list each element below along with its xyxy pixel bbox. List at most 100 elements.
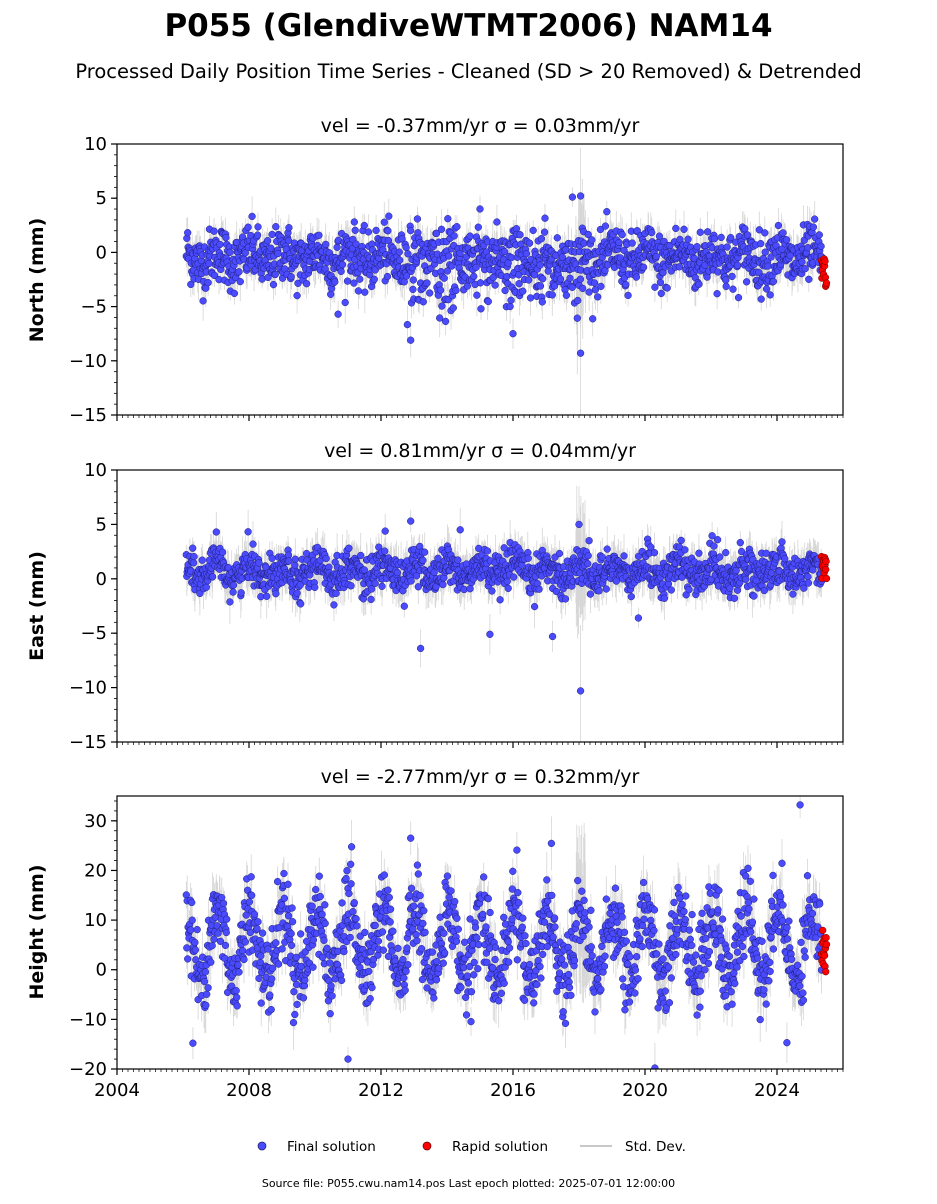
final-point-height (465, 962, 474, 971)
final-point-height (342, 874, 350, 883)
final-point-height (250, 910, 259, 918)
final-point-east (800, 584, 808, 592)
final-point-height (413, 861, 422, 869)
final-point-height (302, 937, 311, 945)
final-point-height (728, 1000, 736, 1008)
final-point-east (781, 555, 789, 563)
final-point-height (518, 923, 526, 931)
final-point-north (648, 228, 656, 237)
final-point-height (567, 991, 575, 999)
final-point-north (537, 235, 546, 243)
final-point-east (414, 583, 422, 591)
final-point-height (453, 914, 461, 922)
final-point-height (570, 956, 579, 965)
final-point-height (585, 923, 593, 931)
final-point-north (680, 225, 688, 233)
final-point-north (576, 349, 585, 357)
final-point-north (766, 291, 774, 299)
final-point-north (364, 228, 373, 236)
final-point-height (308, 902, 316, 910)
final-point-north (722, 282, 730, 291)
final-point-height (447, 887, 455, 895)
final-point-east (430, 568, 438, 576)
final-point-height (547, 839, 556, 848)
final-point-height (233, 993, 241, 1002)
final-point-height (602, 895, 610, 903)
final-point-height (284, 912, 293, 920)
final-point-height (238, 946, 247, 955)
ytick-label-east: 10 (84, 460, 107, 481)
final-point-east (742, 575, 750, 584)
final-point-height (257, 952, 265, 960)
final-point-north (663, 284, 671, 292)
final-point-height (193, 925, 201, 934)
final-point-north (437, 225, 446, 233)
final-point-east (371, 579, 379, 587)
final-point-height (685, 926, 694, 934)
final-point-north (633, 227, 641, 235)
final-point-north (589, 315, 597, 323)
ytick-label-north: 10 (84, 134, 107, 155)
final-point-north (210, 227, 218, 235)
final-point-north (576, 192, 585, 200)
final-point-north (757, 295, 765, 303)
ytick-label-north: 5 (96, 188, 107, 209)
final-point-height (323, 944, 331, 952)
final-point-height (769, 945, 778, 953)
final-point-north (264, 273, 272, 282)
final-point-height (467, 1017, 475, 1026)
ytick-label-height: 10 (84, 910, 107, 931)
final-point-east (650, 549, 659, 557)
final-point-north (241, 249, 249, 257)
final-point-height (740, 952, 748, 961)
final-point-height (730, 969, 738, 977)
final-point-east (347, 582, 355, 590)
final-point-height (347, 880, 355, 888)
final-point-height (255, 974, 263, 983)
final-point-east (237, 589, 245, 597)
final-point-height (344, 1055, 352, 1063)
final-point-north (764, 262, 772, 270)
final-point-east (778, 538, 786, 546)
final-point-height (491, 943, 500, 951)
final-point-north (222, 233, 230, 242)
final-point-height (765, 977, 773, 985)
final-point-height (744, 864, 752, 872)
final-point-north (271, 270, 279, 279)
ytick-label-height: −20 (69, 1059, 107, 1080)
rapid-point-east (822, 574, 831, 583)
final-point-north (755, 226, 763, 234)
final-point-height (445, 893, 453, 901)
final-point-height (210, 935, 218, 943)
final-point-east (381, 547, 389, 555)
final-point-height (287, 941, 296, 950)
final-point-height (504, 938, 512, 946)
final-point-height (234, 961, 242, 969)
final-point-east (585, 537, 593, 545)
final-point-north (210, 271, 219, 280)
final-point-east (255, 559, 263, 567)
final-point-north (568, 193, 577, 201)
final-point-height (371, 921, 379, 930)
final-point-height (378, 928, 387, 936)
final-point-height (297, 930, 305, 938)
final-point-north (618, 231, 626, 239)
final-point-north (574, 296, 582, 305)
final-point-height (746, 877, 754, 885)
final-point-height (353, 922, 361, 930)
final-point-east (488, 587, 496, 595)
legend-rapid-label: Rapid solution (452, 1139, 548, 1155)
final-point-height (326, 1010, 334, 1018)
final-point-height (221, 941, 230, 950)
final-point-height (482, 923, 490, 931)
final-point-north (733, 261, 742, 269)
final-point-north (676, 235, 684, 244)
final-point-height (470, 971, 478, 979)
final-point-height (550, 914, 559, 922)
final-point-height (634, 975, 642, 983)
final-point-height (203, 990, 211, 998)
final-point-height (188, 916, 196, 924)
final-point-height (340, 947, 348, 956)
final-point-height (489, 964, 497, 972)
final-point-north (693, 243, 701, 251)
